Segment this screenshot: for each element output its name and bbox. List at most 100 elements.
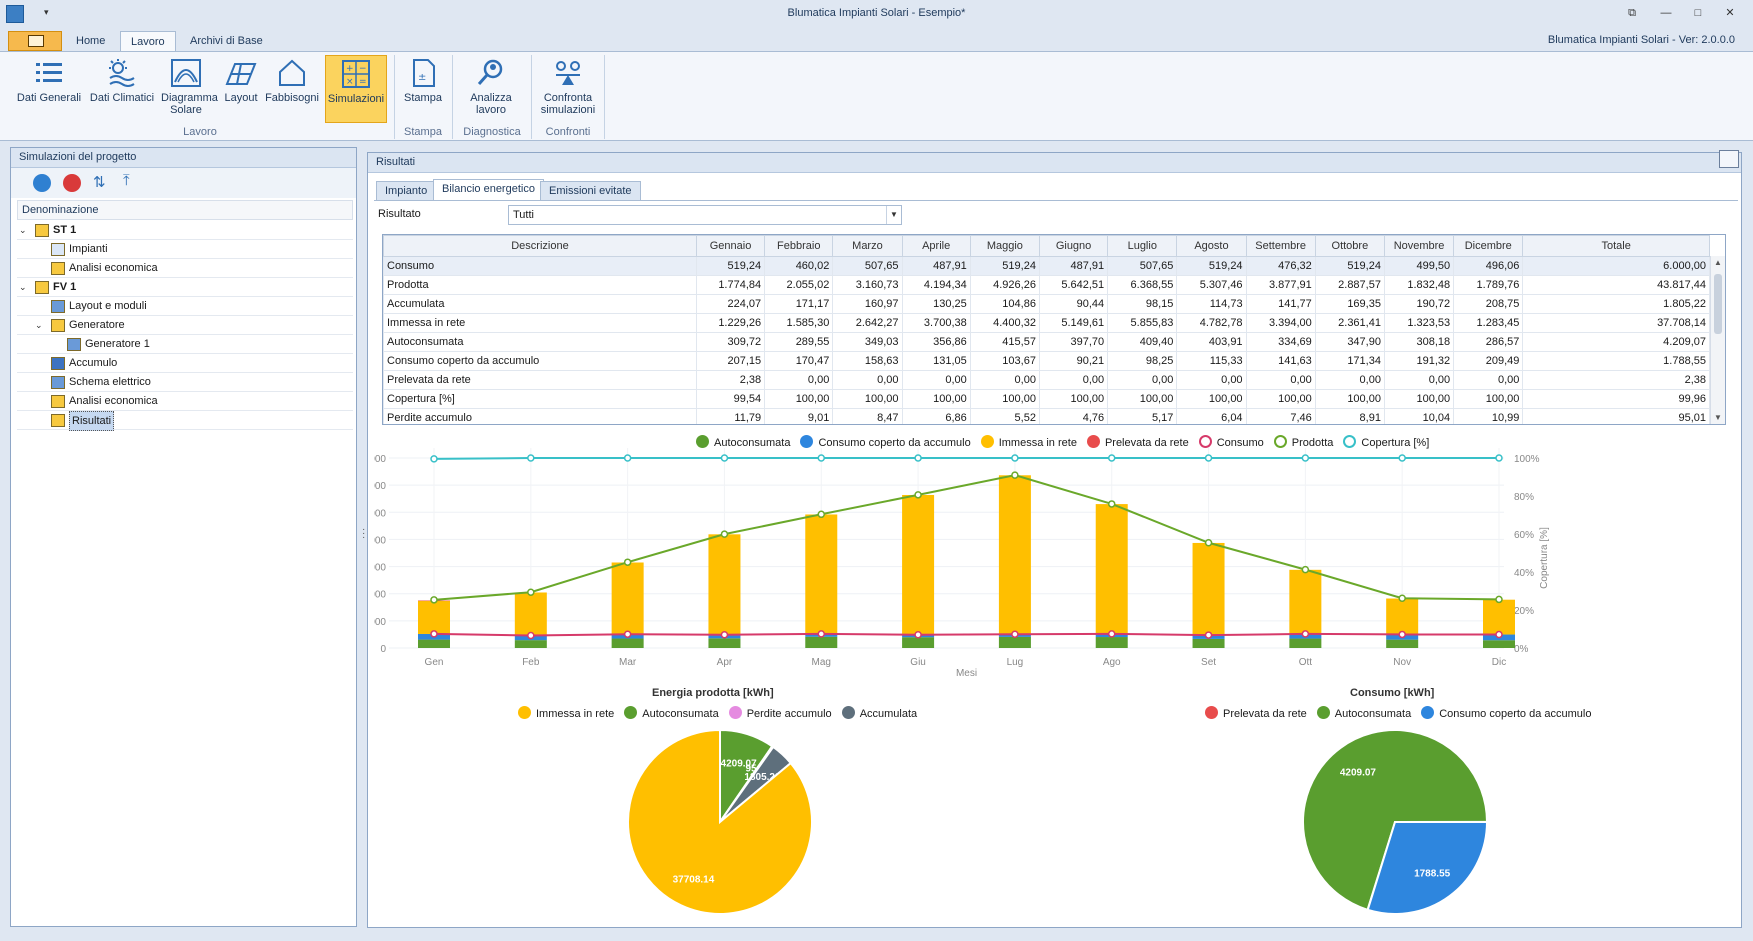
tab-lavoro[interactable]: Lavoro xyxy=(120,31,176,52)
app-icon[interactable] xyxy=(6,5,24,23)
stampa-button[interactable]: ± Stampa xyxy=(402,55,444,123)
line-point[interactable] xyxy=(623,558,632,566)
column-header[interactable]: Settembre xyxy=(1245,235,1316,257)
tab-home[interactable]: Home xyxy=(76,35,106,47)
line-point[interactable] xyxy=(1398,454,1406,462)
legend-item[interactable]: Immessa in rete xyxy=(980,435,1077,449)
diagramma-solare-button[interactable]: Diagramma Solare xyxy=(158,55,218,123)
maximize-button[interactable]: □ xyxy=(1694,7,1702,19)
column-header[interactable]: Aprile xyxy=(901,235,971,257)
line-point[interactable] xyxy=(720,631,729,639)
splitter-handle[interactable]: · · · xyxy=(362,524,366,543)
tree-column-header[interactable]: Denominazione xyxy=(17,200,353,220)
panel-layout-toggle-icon[interactable] xyxy=(1719,150,1739,168)
analizza-lavoro-button[interactable]: Analizza lavoro xyxy=(460,55,522,123)
tab-bilancio-energetico[interactable]: Bilancio energetico xyxy=(433,179,544,201)
line-point[interactable] xyxy=(817,454,826,462)
delete-icon[interactable] xyxy=(63,174,81,192)
file-menu-button[interactable] xyxy=(8,31,62,51)
legend-item[interactable]: Consumo xyxy=(1198,435,1264,449)
scroll-down-icon[interactable]: ▼ xyxy=(1714,413,1722,422)
risultato-dropdown[interactable]: Tutti ▼ xyxy=(508,205,902,225)
scroll-up-icon[interactable]: ▲ xyxy=(1714,258,1722,267)
line-point[interactable] xyxy=(1011,471,1019,479)
layout-button[interactable]: Layout xyxy=(220,55,262,123)
line-point[interactable] xyxy=(1495,630,1503,639)
dati-generali-button[interactable]: Dati Generali xyxy=(12,55,86,123)
column-header[interactable]: Dicembre xyxy=(1453,235,1524,257)
line-point[interactable] xyxy=(623,454,632,462)
legend-item[interactable]: Autoconsumata xyxy=(696,435,790,449)
tree-item[interactable]: ⌄ ST 1 xyxy=(17,221,353,240)
line-point[interactable] xyxy=(1204,538,1213,547)
move-top-icon[interactable]: ⤒ xyxy=(123,172,130,189)
line-point[interactable] xyxy=(817,510,826,519)
legend-item[interactable]: Perdite accumulo xyxy=(728,706,832,720)
confronta-simulazioni-button[interactable]: Confronta simulazioni xyxy=(536,55,600,123)
line-point[interactable] xyxy=(527,588,535,596)
simulazioni-button[interactable]: + − × = Simulazioni xyxy=(325,55,387,123)
pie-slice[interactable] xyxy=(627,728,813,915)
expand-chevron-icon[interactable]: ⌄ xyxy=(19,282,27,292)
table-row[interactable]: Autoconsumata 309,72 289,55 349,03 356,86 415… xyxy=(383,332,1710,352)
legend-item[interactable]: Consumo coperto da accumulo xyxy=(800,435,971,449)
line-point[interactable] xyxy=(1495,595,1503,604)
tree-item[interactable]: ⌄ FV 1 xyxy=(17,278,353,297)
table-scrollbar[interactable]: ▲ ▼ xyxy=(1710,256,1725,424)
line-point[interactable] xyxy=(430,596,438,604)
column-header[interactable]: Marzo xyxy=(832,235,903,257)
column-header[interactable]: Giugno xyxy=(1038,235,1109,257)
table-row[interactable]: Consumo 519,24 460,02 507,65 487,91 519,24 487… xyxy=(383,256,1710,276)
chevron-down-icon[interactable]: ▼ xyxy=(886,206,901,224)
column-header[interactable]: Agosto xyxy=(1176,235,1247,257)
line-point[interactable] xyxy=(1301,565,1310,574)
tree-item[interactable]: Analisi economica xyxy=(17,259,353,278)
line-point[interactable] xyxy=(623,630,632,638)
restore-layout-icon[interactable]: ⧉ xyxy=(1628,7,1636,19)
line-point[interactable] xyxy=(1398,594,1406,603)
legend-item[interactable]: Autoconsumata xyxy=(1316,706,1411,720)
add-icon[interactable] xyxy=(33,174,51,192)
tree-item[interactable]: Generatore 1 xyxy=(17,335,353,354)
legend-item[interactable]: Consumo coperto da accumulo xyxy=(1421,706,1591,720)
minimize-button[interactable]: — xyxy=(1660,7,1672,19)
line-point[interactable] xyxy=(720,530,729,538)
line-point[interactable] xyxy=(1011,630,1019,638)
table-row[interactable]: Consumo coperto da accumulo 207,15 170,47 1… xyxy=(383,351,1710,371)
line-point[interactable] xyxy=(430,630,438,638)
pie-slice[interactable] xyxy=(1302,729,1489,912)
line-point[interactable] xyxy=(430,455,438,463)
legend-item[interactable]: Prelevata da rete xyxy=(1205,706,1307,720)
table-row[interactable]: Copertura [%] 99,54 100,00 100,00 100,00 100,… xyxy=(383,389,1710,409)
legend-item[interactable]: Prodotta xyxy=(1273,435,1333,449)
legend-item[interactable]: Autoconsumata xyxy=(624,706,719,720)
column-header[interactable]: Totale xyxy=(1522,235,1710,257)
line-point[interactable] xyxy=(1107,500,1116,508)
tree-item[interactable]: Impianti xyxy=(17,240,353,259)
tree-item[interactable]: Risultati xyxy=(17,411,353,431)
line-point[interactable] xyxy=(1204,631,1213,639)
column-header[interactable]: Novembre xyxy=(1383,235,1455,257)
tab-impianto[interactable]: Impianto xyxy=(376,181,437,201)
column-header[interactable]: Febbraio xyxy=(764,235,834,257)
line-point[interactable] xyxy=(1204,454,1213,462)
column-header[interactable]: Gennaio xyxy=(695,235,766,257)
line-point[interactable] xyxy=(914,631,922,639)
scrollbar-thumb[interactable] xyxy=(1714,274,1722,334)
line-point[interactable] xyxy=(527,631,535,640)
tab-emissioni-evitate[interactable]: Emissioni evitate xyxy=(540,181,641,201)
line-point[interactable] xyxy=(1495,454,1503,462)
legend-item[interactable]: Accumulata xyxy=(841,706,917,720)
line-point[interactable] xyxy=(1011,454,1019,462)
line-point[interactable] xyxy=(1107,454,1116,462)
dati-climatici-button[interactable]: Dati Climatici xyxy=(88,55,156,123)
table-row[interactable]: Accumulata 224,07 171,17 160,97 130,25 104,86… xyxy=(383,294,1710,314)
line-point[interactable] xyxy=(817,630,826,638)
fabbisogni-button[interactable]: Fabbisogni xyxy=(264,55,320,123)
table-row[interactable]: Perdite accumulo 11,79 9,01 8,47 6,86 5,52 4,7… xyxy=(383,408,1710,424)
column-header[interactable]: Maggio xyxy=(969,235,1040,257)
legend-item[interactable]: Immessa in rete xyxy=(518,706,614,720)
pie-slice[interactable] xyxy=(1366,820,1489,915)
column-header[interactable]: Descrizione xyxy=(383,235,697,257)
quick-access-dropdown-icon[interactable]: ▾ xyxy=(44,7,49,17)
